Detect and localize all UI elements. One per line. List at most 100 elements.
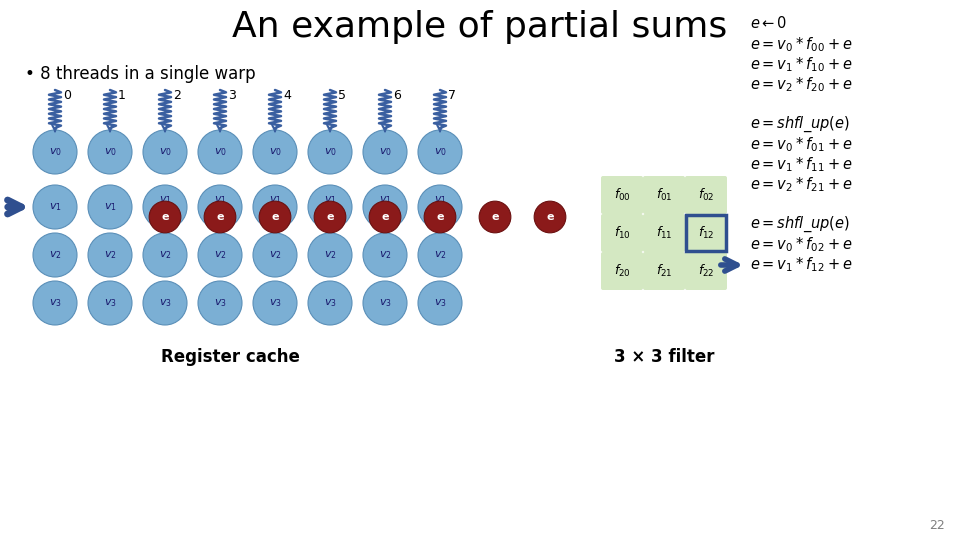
Text: $v_2$: $v_2$	[158, 249, 172, 261]
Text: • 8 threads in a single warp: • 8 threads in a single warp	[25, 65, 255, 83]
Text: $f_{01}$: $f_{01}$	[656, 187, 672, 203]
Text: $v_3$: $v_3$	[378, 297, 392, 309]
Text: 5: 5	[338, 89, 346, 102]
Circle shape	[308, 281, 352, 325]
Circle shape	[253, 233, 297, 277]
Text: e: e	[436, 212, 444, 222]
Text: $v_3$: $v_3$	[213, 297, 227, 309]
FancyBboxPatch shape	[685, 252, 727, 290]
Text: $f_{20}$: $f_{20}$	[613, 263, 631, 279]
Text: 7: 7	[448, 89, 456, 102]
Circle shape	[314, 201, 346, 233]
Text: $e = shfl\_up(e)$: $e = shfl\_up(e)$	[750, 115, 850, 134]
Text: $f_{10}$: $f_{10}$	[613, 225, 631, 241]
Text: $e \leftarrow 0$: $e \leftarrow 0$	[750, 15, 787, 31]
Circle shape	[308, 185, 352, 229]
Circle shape	[363, 130, 407, 174]
Text: e: e	[381, 212, 389, 222]
Circle shape	[88, 130, 132, 174]
Circle shape	[33, 185, 77, 229]
Text: $v_0$: $v_0$	[104, 146, 116, 158]
Text: 22: 22	[929, 519, 945, 532]
Text: $v_0$: $v_0$	[213, 146, 227, 158]
Text: 4: 4	[283, 89, 291, 102]
Circle shape	[370, 201, 401, 233]
Text: $v_1$: $v_1$	[324, 194, 336, 206]
Text: $v_3$: $v_3$	[434, 297, 446, 309]
Text: $f_{02}$: $f_{02}$	[698, 187, 714, 203]
Circle shape	[418, 281, 462, 325]
Text: 3: 3	[228, 89, 236, 102]
Text: $f_{00}$: $f_{00}$	[613, 187, 631, 203]
Circle shape	[259, 201, 291, 233]
Text: $e = shfl\_up(e)$: $e = shfl\_up(e)$	[750, 215, 850, 234]
Circle shape	[308, 233, 352, 277]
Circle shape	[253, 185, 297, 229]
Text: $f_{22}$: $f_{22}$	[698, 263, 714, 279]
Text: $v_3$: $v_3$	[49, 297, 61, 309]
Circle shape	[418, 130, 462, 174]
Text: $v_1$: $v_1$	[49, 201, 61, 213]
Text: $e = v_2 * f_{21} + e$: $e = v_2 * f_{21} + e$	[750, 175, 852, 194]
Text: $v_2$: $v_2$	[434, 249, 446, 261]
Text: $e = v_2 * f_{20} + e$: $e = v_2 * f_{20} + e$	[750, 75, 852, 94]
FancyBboxPatch shape	[643, 252, 685, 290]
Circle shape	[198, 130, 242, 174]
Text: $f_{11}$: $f_{11}$	[656, 225, 672, 241]
FancyBboxPatch shape	[685, 214, 727, 252]
Text: $e = v_1 * f_{11} + e$: $e = v_1 * f_{11} + e$	[750, 155, 852, 174]
Text: 1: 1	[118, 89, 126, 102]
Text: $f_{12}$: $f_{12}$	[698, 225, 714, 241]
Circle shape	[204, 201, 236, 233]
Text: $v_2$: $v_2$	[269, 249, 281, 261]
Circle shape	[534, 201, 565, 233]
Text: An example of partial sums: An example of partial sums	[232, 10, 728, 44]
Circle shape	[418, 185, 462, 229]
Circle shape	[479, 201, 511, 233]
Circle shape	[363, 185, 407, 229]
Text: e: e	[272, 212, 278, 222]
FancyBboxPatch shape	[643, 176, 685, 214]
Text: $v_1$: $v_1$	[434, 194, 446, 206]
Text: $v_1$: $v_1$	[104, 201, 116, 213]
Text: e: e	[546, 212, 554, 222]
Text: $f_{21}$: $f_{21}$	[656, 263, 672, 279]
Circle shape	[143, 130, 187, 174]
Circle shape	[149, 201, 180, 233]
Text: $v_0$: $v_0$	[49, 146, 61, 158]
Circle shape	[198, 281, 242, 325]
Circle shape	[143, 233, 187, 277]
Text: e: e	[216, 212, 224, 222]
Circle shape	[198, 233, 242, 277]
Text: $v_3$: $v_3$	[158, 297, 172, 309]
Circle shape	[88, 233, 132, 277]
Text: $v_0$: $v_0$	[378, 146, 392, 158]
Text: $v_0$: $v_0$	[158, 146, 172, 158]
Text: Register cache: Register cache	[160, 348, 300, 366]
Text: e: e	[492, 212, 499, 222]
Text: $v_1$: $v_1$	[269, 194, 281, 206]
Text: $v_2$: $v_2$	[324, 249, 336, 261]
Circle shape	[418, 233, 462, 277]
FancyBboxPatch shape	[601, 214, 643, 252]
Text: $v_0$: $v_0$	[324, 146, 336, 158]
Circle shape	[363, 281, 407, 325]
Text: $v_1$: $v_1$	[158, 194, 172, 206]
Circle shape	[33, 281, 77, 325]
Text: $e = v_0 * f_{02} + e$: $e = v_0 * f_{02} + e$	[750, 235, 852, 254]
Circle shape	[363, 233, 407, 277]
Text: 6: 6	[393, 89, 401, 102]
Text: $v_2$: $v_2$	[214, 249, 227, 261]
Text: $v_3$: $v_3$	[269, 297, 281, 309]
Text: $e = v_1 * f_{10} + e$: $e = v_1 * f_{10} + e$	[750, 55, 852, 73]
Text: e: e	[326, 212, 334, 222]
Circle shape	[88, 185, 132, 229]
Circle shape	[424, 201, 456, 233]
Circle shape	[143, 185, 187, 229]
FancyBboxPatch shape	[601, 252, 643, 290]
Text: $e = v_0 * f_{01} + e$: $e = v_0 * f_{01} + e$	[750, 135, 852, 154]
Text: $e = v_1 * f_{12} + e$: $e = v_1 * f_{12} + e$	[750, 255, 852, 274]
FancyBboxPatch shape	[601, 176, 643, 214]
Text: 2: 2	[173, 89, 180, 102]
Circle shape	[143, 281, 187, 325]
